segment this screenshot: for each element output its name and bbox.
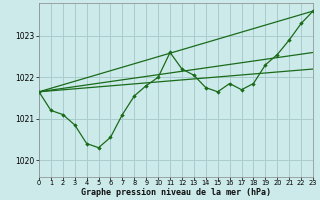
Point — [48, 109, 53, 112]
Point — [310, 9, 316, 13]
Point — [227, 82, 232, 85]
Point — [144, 84, 149, 87]
Point — [96, 146, 101, 149]
Point — [167, 51, 172, 54]
X-axis label: Graphe pression niveau de la mer (hPa): Graphe pression niveau de la mer (hPa) — [81, 188, 271, 197]
Point — [191, 74, 196, 77]
Point — [120, 113, 125, 116]
Point — [156, 76, 161, 79]
Point — [36, 90, 42, 93]
Point — [287, 38, 292, 42]
Point — [132, 94, 137, 98]
Point — [239, 88, 244, 91]
Point — [251, 82, 256, 85]
Point — [299, 22, 304, 25]
Point — [263, 63, 268, 66]
Point — [180, 67, 185, 71]
Point — [275, 53, 280, 56]
Point — [203, 86, 208, 89]
Point — [60, 113, 65, 116]
Point — [108, 136, 113, 139]
Point — [72, 123, 77, 127]
Point — [84, 142, 89, 145]
Point — [215, 90, 220, 93]
